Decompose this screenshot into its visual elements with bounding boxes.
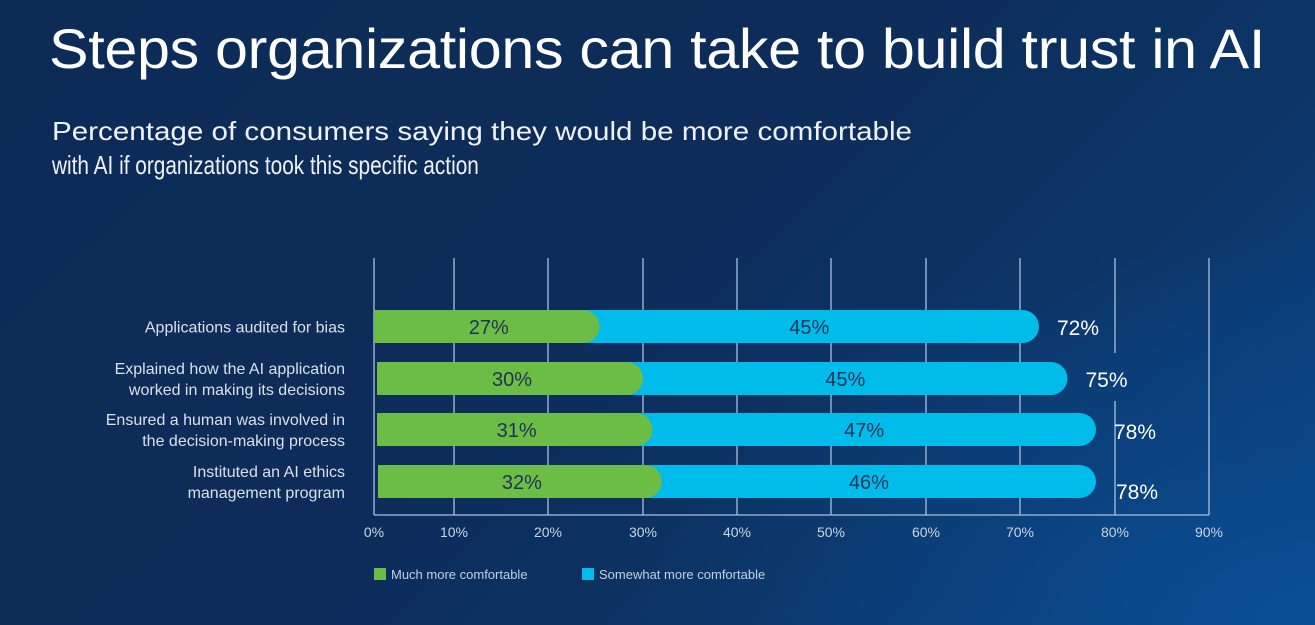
x-tick-label: 10% xyxy=(440,524,468,540)
subtitle-line-1: Percentage of consumers saying they woul… xyxy=(52,116,912,146)
category-label: Explained how the AI application xyxy=(115,361,345,378)
x-tick-label: 70% xyxy=(1006,524,1034,540)
bar-label-much-more: 32% xyxy=(502,472,542,494)
category-label: Applications audited for bias xyxy=(145,320,345,337)
bar-segment-somewhat-more-comfortable xyxy=(635,413,1097,446)
x-tick-label: 80% xyxy=(1101,524,1129,540)
legend-label: Somewhat more comfortable xyxy=(599,567,765,582)
bar-segment-somewhat-more-comfortable xyxy=(583,310,1039,343)
x-tick-label: 50% xyxy=(817,524,845,540)
subtitle-line-2: with AI if organizations took this speci… xyxy=(52,150,479,180)
bar-label-somewhat-more: 45% xyxy=(789,317,829,339)
x-tick-label: 40% xyxy=(723,524,751,540)
bar-segment-much-more-comfortable xyxy=(377,362,644,395)
bar-segment-much-more-comfortable xyxy=(377,413,653,446)
bar-total-label: 72% xyxy=(1057,317,1099,340)
bar-label-much-more: 27% xyxy=(469,317,509,339)
bar-segment-much-more-comfortable xyxy=(374,310,600,343)
bar-total-label: 78% xyxy=(1116,481,1158,504)
category-label: the decision-making process xyxy=(142,433,345,450)
legend-swatch-much-more xyxy=(374,568,386,580)
legend-swatch-somewhat-more xyxy=(582,568,594,580)
bar-segment-much-more-comfortable xyxy=(378,465,662,498)
category-label: Instituted an AI ethics xyxy=(193,464,345,481)
bar-segment-somewhat-more-comfortable xyxy=(645,465,1097,498)
bar-label-somewhat-more: 46% xyxy=(849,472,889,494)
bar-total-label: 75% xyxy=(1086,369,1128,392)
category-label: Ensured a human was involved in xyxy=(106,412,345,429)
category-label: management program xyxy=(188,485,345,502)
x-tick-label: 90% xyxy=(1195,524,1223,540)
bar-label-much-more: 31% xyxy=(497,420,537,442)
category-label: worked in making its decisions xyxy=(128,382,345,399)
legend-label: Much more comfortable xyxy=(391,567,528,582)
subtitle: Percentage of consumers saying they woul… xyxy=(52,114,912,182)
x-tick-label: 60% xyxy=(912,524,940,540)
x-tick-label: 0% xyxy=(364,524,384,540)
bar-label-somewhat-more: 47% xyxy=(844,420,884,442)
x-tick-label: 20% xyxy=(534,524,562,540)
bar-segment-somewhat-more-comfortable xyxy=(626,362,1068,395)
x-tick-label: 30% xyxy=(629,524,657,540)
bar-total-label: 78% xyxy=(1114,421,1156,444)
page-title: Steps organizations can take to build tr… xyxy=(49,17,1266,80)
bar-label-somewhat-more: 45% xyxy=(825,369,865,391)
bar-label-much-more: 30% xyxy=(492,369,532,391)
